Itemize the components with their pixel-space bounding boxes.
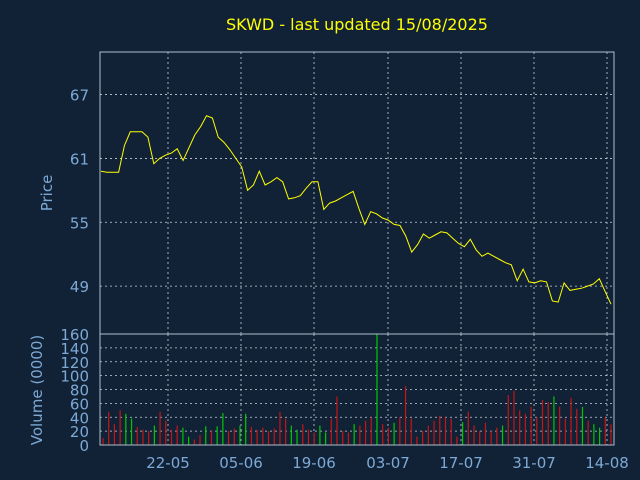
volume-tick-label: 40 xyxy=(70,409,89,427)
volume-tick-label: 60 xyxy=(70,395,89,413)
x-tick-label: 19-06 xyxy=(292,454,336,472)
volume-tick-label: 120 xyxy=(60,354,89,372)
volume-tick-label: 160 xyxy=(60,326,89,344)
volume-tick-label: 0 xyxy=(79,437,89,455)
x-tick-label: 05-06 xyxy=(219,454,263,472)
volume-bars xyxy=(102,334,612,445)
x-axis-ticks: 22-05 05-06 19-06 03-07 17-07 31-07 14-08 xyxy=(146,454,629,472)
price-tick-label: 55 xyxy=(70,214,89,232)
chart-title: SKWD - last updated 15/08/2025 xyxy=(226,15,488,34)
price-grid xyxy=(100,52,614,334)
price-tick-label: 67 xyxy=(70,87,89,105)
price-axis-label: Price xyxy=(38,175,56,212)
x-tick-label: 17-07 xyxy=(439,454,483,472)
volume-axis-label: Volume (0000) xyxy=(28,335,46,445)
price-tick-label: 49 xyxy=(70,278,89,296)
volume-frame xyxy=(99,333,615,446)
volume-grid xyxy=(100,334,614,445)
x-tick-label: 31-07 xyxy=(512,454,556,472)
price-line xyxy=(100,115,612,305)
price-tick-label: 61 xyxy=(70,150,89,168)
volume-tick-label: 80 xyxy=(70,382,89,400)
volume-tick-label: 100 xyxy=(60,368,89,386)
x-tick-label: 03-07 xyxy=(366,454,410,472)
x-tick-label: 22-05 xyxy=(146,454,190,472)
price-panel: 49 55 61 67 Price xyxy=(38,51,615,335)
x-tick-label: 14-08 xyxy=(585,454,629,472)
volume-tick-label: 140 xyxy=(60,340,89,358)
price-y-ticks: 49 55 61 67 xyxy=(70,87,89,297)
volume-tick-label: 20 xyxy=(70,423,89,441)
